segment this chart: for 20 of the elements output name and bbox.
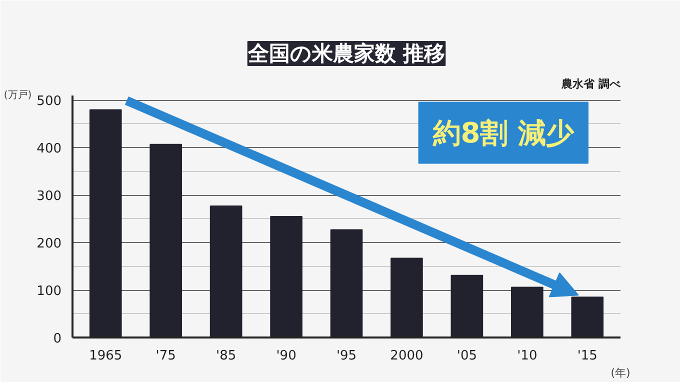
x-tick-label: '75 xyxy=(156,348,176,364)
x-tick-label: '10 xyxy=(517,348,538,364)
y-tick-label: 500 xyxy=(36,94,62,110)
annotation: 約8割 減少 xyxy=(432,116,575,150)
y-tick-label: 300 xyxy=(36,189,62,204)
y-tick-label: 400 xyxy=(36,142,62,157)
text: 農水省 調べ xyxy=(560,78,622,90)
x-tick-label: '95 xyxy=(336,348,357,364)
x-tick-label: '15 xyxy=(577,348,598,364)
x-axis-title: (年) xyxy=(610,366,630,380)
y-tick-label: 100 xyxy=(36,284,62,300)
y-tick-label: 0 xyxy=(53,332,62,346)
y-tick-label: 200 xyxy=(36,236,62,252)
y-axis-title: (万戸) xyxy=(4,90,32,101)
x-tick-label: '90 xyxy=(276,348,296,364)
x-tick-label: '85 xyxy=(216,348,236,364)
chart-title: 全国の米農家数 推移 xyxy=(246,42,446,66)
x-tick-label: '05 xyxy=(456,348,478,364)
x-tick-label: 2000 xyxy=(390,348,424,364)
x-tick-label: 1965 xyxy=(89,348,122,364)
